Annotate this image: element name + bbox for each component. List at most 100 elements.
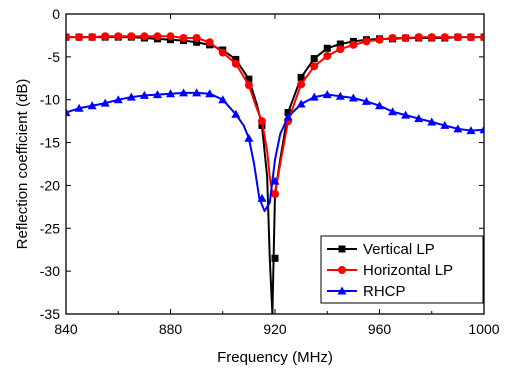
rhcp-point — [87, 101, 97, 110]
series-horizontal-lp — [66, 32, 484, 198]
rhcp-point — [479, 125, 484, 134]
x-tick-label: 920 — [263, 321, 287, 337]
legend-marker-vertical-lp — [338, 245, 346, 253]
horizontal-lp-line — [66, 35, 484, 195]
y-tick-label: -25 — [40, 220, 60, 236]
rhcp-point — [401, 110, 411, 119]
horizontal-lp-point — [140, 32, 149, 41]
rhcp-point — [414, 114, 424, 123]
horizontal-lp-point — [466, 33, 475, 42]
horizontal-lp-point — [244, 81, 253, 90]
horizontal-lp-point — [66, 33, 70, 42]
horizontal-lp-point — [297, 80, 306, 89]
vertical-lp-point — [232, 55, 240, 63]
y-tick-label: -5 — [48, 49, 61, 65]
rhcp-point — [388, 107, 398, 116]
horizontal-lp-point — [192, 34, 201, 42]
vertical-lp-point — [193, 38, 201, 46]
rhcp-point — [348, 93, 358, 102]
rhcp-point — [192, 88, 202, 97]
x-tick-label: 840 — [54, 321, 78, 337]
horizontal-lp-point — [453, 33, 462, 42]
rhcp-line — [66, 91, 484, 213]
x-tick-label: 960 — [368, 321, 392, 337]
y-tick-label: -30 — [40, 263, 60, 279]
horizontal-lp-point — [336, 45, 345, 54]
horizontal-lp-point — [427, 33, 436, 42]
legend-marker-horizontal-lp — [338, 266, 346, 274]
horizontal-lp-point — [179, 34, 188, 42]
vertical-lp-point — [310, 55, 318, 63]
rhcp-point — [466, 126, 476, 135]
horizontal-lp-point — [271, 190, 279, 198]
horizontal-lp-point — [88, 33, 97, 42]
rhcp-point — [113, 95, 123, 104]
horizontal-lp-point — [114, 32, 123, 41]
horizontal-lp-point — [257, 117, 266, 126]
vertical-lp-point — [245, 75, 253, 83]
horizontal-lp-point — [414, 33, 423, 42]
rhcp-point — [126, 92, 136, 101]
rhcp-point — [152, 90, 162, 99]
horizontal-lp-point — [480, 33, 484, 42]
y-tick-label: -15 — [40, 135, 60, 151]
rhcp-point — [218, 95, 228, 104]
horizontal-lp-point — [231, 59, 240, 68]
rhcp-point — [66, 108, 71, 117]
horizontal-lp-point — [349, 40, 358, 49]
legend-marker-rhcp — [337, 286, 347, 295]
vertical-lp-point — [297, 73, 305, 81]
horizontal-lp-point — [166, 32, 175, 41]
rhcp-point — [179, 88, 189, 97]
rhcp-point — [257, 193, 267, 202]
horizontal-lp-point — [401, 34, 410, 42]
horizontal-lp-point — [101, 32, 110, 41]
horizontal-lp-point — [388, 34, 397, 42]
ticks-layer: 840 880 920 960 1000 0 -5 -10 -15 -20 -25 -30 -35 — [40, 6, 500, 337]
y-tick-label: 0 — [52, 6, 60, 22]
vertical-lp-point — [323, 44, 331, 52]
rhcp-point — [205, 89, 215, 98]
x-tick-label: 1000 — [468, 321, 499, 337]
horizontal-lp-point — [362, 37, 371, 46]
rhcp-point — [244, 133, 254, 142]
rhcp-point — [296, 99, 306, 108]
horizontal-lp-point — [323, 52, 332, 60]
rhcp-point — [231, 109, 241, 118]
horizontal-lp-point — [75, 33, 84, 42]
horizontal-lp-point — [440, 33, 449, 42]
rhcp-point — [309, 92, 319, 101]
vertical-lp-point — [271, 254, 279, 262]
rhcp-point — [166, 89, 175, 98]
rhcp-point — [440, 120, 450, 129]
series-layer — [66, 32, 484, 314]
rhcp-point — [322, 90, 332, 99]
legend: Vertical LP Horizontal LP RHCP — [320, 235, 484, 304]
horizontal-lp-point — [205, 38, 214, 47]
series-rhcp — [66, 88, 484, 213]
rhcp-point — [427, 117, 437, 126]
horizontal-lp-point — [375, 35, 384, 44]
rhcp-point — [375, 101, 384, 110]
y-tick-label: -10 — [40, 92, 60, 108]
legend-label-vertical-lp: Vertical LP — [363, 241, 435, 258]
rhcp-point — [74, 103, 84, 112]
horizontal-lp-point — [310, 62, 319, 71]
horizontal-lp-point — [127, 32, 136, 41]
y-tick-label: -20 — [40, 177, 60, 193]
horizontal-lp-point — [218, 48, 227, 57]
x-tick-label: 880 — [159, 321, 183, 337]
rhcp-point — [335, 91, 345, 100]
vertical-lp-point — [336, 40, 344, 48]
rhcp-point — [139, 90, 149, 99]
legend-label-horizontal-lp: Horizontal LP — [363, 262, 453, 279]
x-axis-title: Frequency (MHz) — [217, 349, 333, 366]
rhcp-point — [283, 112, 293, 121]
rhcp-point — [361, 96, 371, 105]
rhcp-point — [100, 98, 110, 107]
y-tick-label: -35 — [40, 306, 60, 322]
rhcp-point — [453, 124, 463, 133]
rhcp-point — [270, 176, 280, 185]
legend-label-rhcp: RHCP — [363, 283, 406, 300]
